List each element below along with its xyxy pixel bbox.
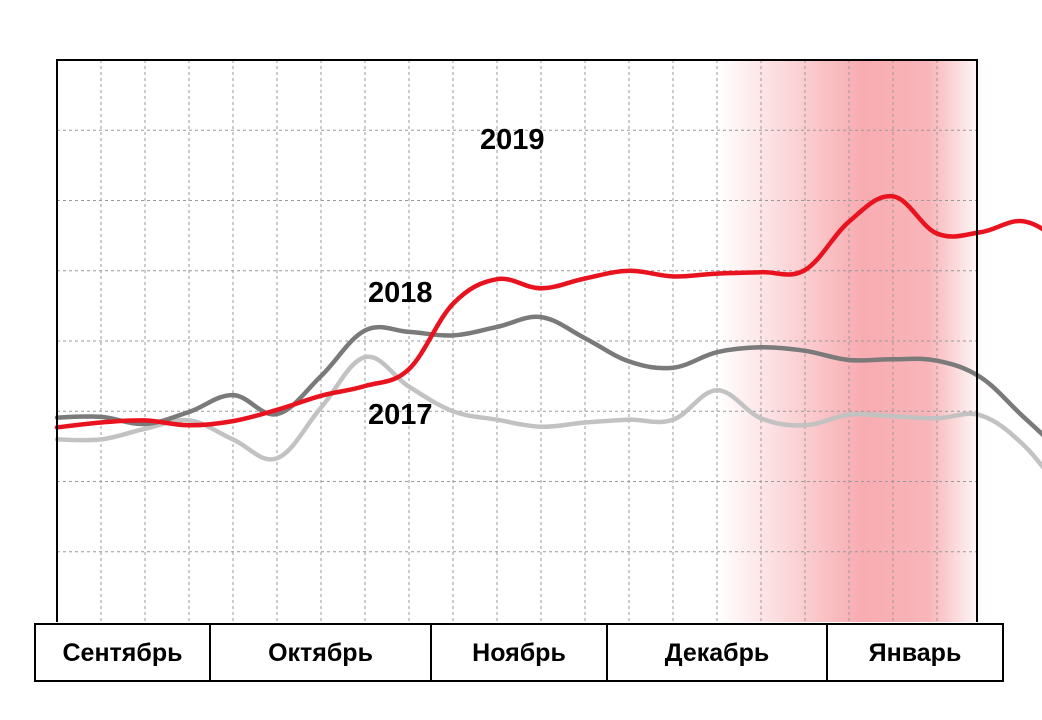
series-label-2018: 2018 [368, 277, 433, 309]
grid-lines [57, 60, 977, 622]
series-line-2017 [54, 354, 1042, 470]
series-line-2019 [54, 193, 1042, 430]
plot-border [56, 59, 978, 622]
series-line-2018 [54, 314, 1042, 438]
series-label-2019: 2019 [480, 124, 545, 156]
month-label: Январь [869, 639, 962, 667]
month-label: Ноябрь [472, 639, 566, 667]
month-label: Декабрь [665, 639, 770, 667]
month-label: Сентябрь [63, 639, 183, 667]
month-label: Октябрь [268, 639, 373, 667]
plot-frame [56, 59, 978, 622]
series-label-2017: 2017 [368, 399, 433, 431]
month-axis: Сентябрь Октябрь Ноябрь Декабрь Январь [34, 623, 1004, 682]
series-lines [54, 193, 1042, 470]
month-axis-frame [34, 623, 1004, 682]
